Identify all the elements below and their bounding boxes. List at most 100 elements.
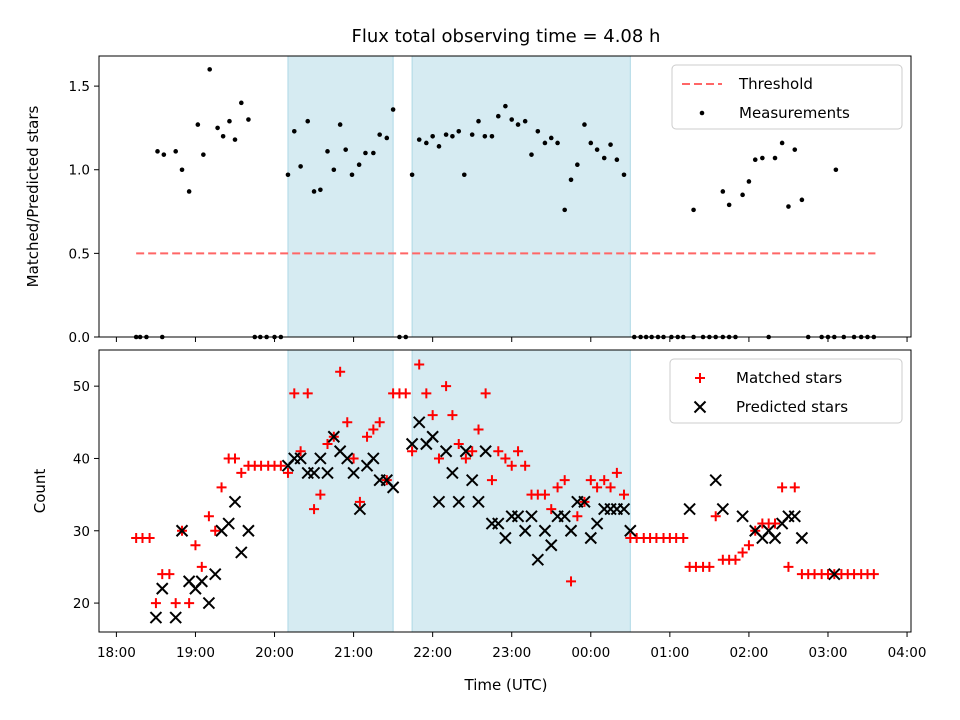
matched-star-point <box>585 475 596 486</box>
measurement-point <box>535 128 541 134</box>
matched-star-point <box>743 540 754 551</box>
y-axis-label: Count <box>31 469 49 514</box>
measurement-point <box>746 179 752 184</box>
predicted-star-point <box>432 495 446 509</box>
predicted-star-point <box>795 531 809 545</box>
y-tick-label: 20 <box>73 596 90 612</box>
predicted-star-point <box>788 510 801 523</box>
measurement-point <box>155 149 160 154</box>
measurement-point <box>173 149 178 154</box>
predicted-star-point <box>768 531 782 545</box>
matched-star-point <box>480 388 491 399</box>
matched-star-point <box>414 359 425 370</box>
measurement-point <box>726 202 732 208</box>
predicted-star-point <box>353 502 367 516</box>
predicted-star-point <box>367 452 380 465</box>
matched-star-point <box>500 453 511 464</box>
measurement-point <box>450 133 455 139</box>
predicted-star-point <box>716 502 730 516</box>
predicted-star-point <box>584 531 597 545</box>
measurement-point <box>608 142 613 147</box>
measurement-point <box>186 189 192 194</box>
predicted-star-point <box>683 502 696 516</box>
measurement-point <box>489 133 495 139</box>
predicted-star-point <box>347 466 360 480</box>
matched-star-point <box>441 381 452 392</box>
measurement-point <box>371 150 376 156</box>
x-tick-label: 21:00 <box>334 645 373 661</box>
predicted-star-point <box>617 502 631 516</box>
matched-star-point <box>289 388 300 399</box>
predicted-star-point <box>327 430 341 443</box>
measurement-point <box>568 177 574 183</box>
matched-star-point <box>190 540 201 551</box>
matched-star-point <box>322 439 333 449</box>
predicted-star-point <box>828 567 841 581</box>
measurement-point <box>232 137 238 142</box>
matched-star-point <box>513 446 524 457</box>
matched-star-point <box>421 388 432 399</box>
measurement-point <box>356 162 362 168</box>
predicted-star-point <box>590 517 604 530</box>
measurement-point <box>621 172 627 178</box>
matched-star-point <box>275 460 286 471</box>
measurement-point <box>542 140 548 146</box>
matched-star-point <box>315 489 326 500</box>
predicted-star-point <box>314 452 327 465</box>
matched-star-point <box>605 482 616 493</box>
matched-star-point <box>493 446 504 457</box>
matched-star-point <box>368 424 379 435</box>
y-tick-label: 0.5 <box>69 246 90 262</box>
measurement-point <box>476 118 481 124</box>
measurement-point <box>760 155 765 161</box>
measurement-point <box>285 172 291 178</box>
measurement-point <box>509 117 515 122</box>
y-tick-label: 40 <box>73 451 90 467</box>
x-tick-label: 22:00 <box>413 645 452 661</box>
predicted-star-point <box>341 452 354 465</box>
measurement-point <box>503 103 508 109</box>
axes-frame <box>98 349 912 633</box>
predicted-star-point <box>169 611 182 624</box>
predicted-star-point <box>386 481 400 494</box>
matched-star-point <box>427 410 438 421</box>
matched-star-point <box>295 446 306 457</box>
matched-star-point <box>618 489 629 500</box>
predicted-star-point <box>149 611 163 624</box>
measurement-point <box>614 157 620 163</box>
matched-star-point <box>599 475 610 486</box>
predicted-star-point <box>413 416 426 429</box>
matched-star-point <box>730 554 741 565</box>
measurement-point <box>325 149 330 154</box>
measurement-point <box>522 118 528 124</box>
matched-star-point <box>216 482 227 493</box>
y-tick-label: 1.5 <box>69 79 90 95</box>
matched-star-point <box>611 467 622 478</box>
matched-star-point <box>170 598 181 609</box>
y-tick-label: 1.0 <box>69 163 90 179</box>
measurement-point <box>799 197 805 203</box>
measurement-point <box>548 135 554 141</box>
matched-star-point <box>789 482 800 493</box>
measurement-point <box>461 172 467 178</box>
predicted-star-point <box>228 495 242 509</box>
y-tick-label: 0.0 <box>69 330 90 346</box>
predicted-star-point <box>558 510 571 523</box>
legend-label: Threshold <box>738 75 813 93</box>
measurement-point <box>246 117 251 122</box>
observing-window <box>411 55 631 338</box>
predicted-star-point <box>242 524 255 537</box>
measurement-point <box>220 133 226 139</box>
measurement-point <box>305 118 311 124</box>
predicted-star-point <box>222 517 235 530</box>
matched-star-point <box>552 482 563 493</box>
predicted-star-point <box>564 524 578 537</box>
measurement-point <box>311 189 317 194</box>
matched-star-point <box>539 489 550 500</box>
predicted-star-point <box>439 445 453 458</box>
observing-window <box>287 55 394 338</box>
predicted-star-point <box>465 473 479 487</box>
measurement-point <box>456 128 462 134</box>
predicted-star-point <box>307 466 321 480</box>
measurement-point <box>740 192 745 198</box>
